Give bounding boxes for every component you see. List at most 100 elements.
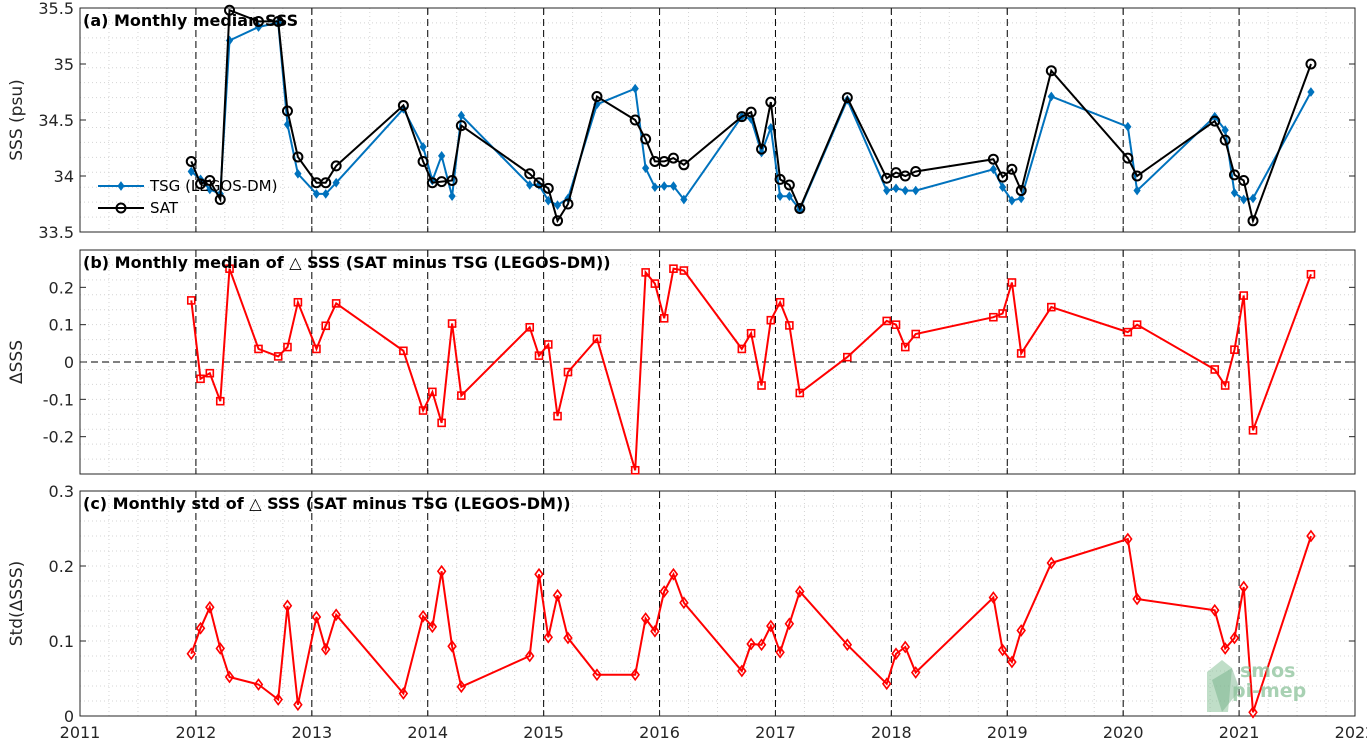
data-point xyxy=(592,334,602,344)
data-point xyxy=(448,191,456,201)
x-tick-label: 2022 xyxy=(1335,723,1367,742)
data-point xyxy=(1007,655,1017,669)
data-point xyxy=(679,596,689,610)
data-point xyxy=(215,396,225,406)
data-point xyxy=(912,185,920,196)
panel-1: 33.5 34 34.5 35 35.5 SSS (psu) (a) Monthly med… xyxy=(7,0,1356,242)
data-point xyxy=(524,168,536,180)
data-point xyxy=(534,567,544,581)
legend-marker xyxy=(117,181,125,191)
data-point xyxy=(563,631,573,645)
y-tick-label: -0.2 xyxy=(43,428,74,447)
data-point xyxy=(678,159,690,171)
data-point xyxy=(224,670,235,684)
data-point xyxy=(842,638,853,652)
data-point xyxy=(766,315,776,325)
legend-marker xyxy=(115,202,127,214)
data-point xyxy=(667,152,679,164)
data-point xyxy=(312,189,321,199)
data-point xyxy=(447,319,457,328)
data-point xyxy=(766,619,776,633)
x-tick-label: 2011 xyxy=(60,723,101,742)
y-tick-label: 0.2 xyxy=(49,557,74,576)
data-point xyxy=(651,182,659,193)
data-point xyxy=(1006,163,1018,175)
data-point xyxy=(1047,91,1055,102)
data-point xyxy=(989,312,998,322)
data-point xyxy=(794,202,806,214)
data-point xyxy=(679,266,689,275)
series-sat xyxy=(185,4,1317,227)
data-point xyxy=(640,612,651,625)
data-point xyxy=(205,600,215,614)
series-1 xyxy=(186,264,1316,475)
y-tick-label: 0 xyxy=(64,353,74,372)
x-tick-label: 2013 xyxy=(291,723,332,742)
data-point xyxy=(292,151,304,163)
data-point xyxy=(1248,705,1258,719)
data-point xyxy=(890,167,902,179)
series-line xyxy=(190,267,1312,471)
y-axis-label: SSS (psu) xyxy=(7,79,27,160)
data-point xyxy=(891,320,901,329)
data-point xyxy=(1306,269,1316,279)
y-tick-label: 0.1 xyxy=(49,316,74,335)
y-tick-label: 0.3 xyxy=(49,482,74,501)
data-point xyxy=(900,342,910,352)
x-tick-label: 2012 xyxy=(176,723,217,742)
data-point xyxy=(629,114,641,126)
data-point xyxy=(1220,381,1230,390)
data-point xyxy=(650,624,660,638)
x-tick-label: 2014 xyxy=(407,723,448,742)
data-point xyxy=(1046,556,1057,570)
data-point xyxy=(1131,170,1143,182)
data-point xyxy=(1045,65,1057,77)
data-point xyxy=(320,642,331,656)
data-point xyxy=(563,367,573,377)
data-point xyxy=(841,92,853,104)
data-point xyxy=(525,322,535,332)
data-point xyxy=(456,680,467,694)
data-point xyxy=(254,344,263,354)
axes-box xyxy=(79,490,1356,717)
data-point xyxy=(765,96,777,108)
data-point xyxy=(437,418,446,428)
data-point xyxy=(281,105,293,117)
data-point xyxy=(746,328,756,338)
data-point xyxy=(757,381,766,390)
data-point xyxy=(273,352,283,361)
data-point xyxy=(630,465,640,475)
data-point xyxy=(331,608,341,622)
data-point xyxy=(436,564,447,578)
y-tick-label: 35.5 xyxy=(38,0,74,18)
data-point xyxy=(892,183,900,194)
x-tick-label: 2015 xyxy=(523,723,564,742)
data-point xyxy=(1306,529,1316,543)
data-point xyxy=(320,177,332,189)
data-point xyxy=(398,687,409,700)
data-point xyxy=(1123,532,1133,546)
data-point xyxy=(1239,291,1249,300)
data-point xyxy=(331,299,341,308)
data-point xyxy=(910,166,922,178)
data-point xyxy=(901,185,909,196)
data-point xyxy=(891,647,901,661)
data-point xyxy=(273,693,283,706)
data-point xyxy=(1133,185,1141,196)
data-point xyxy=(1305,58,1317,70)
data-point xyxy=(746,637,756,651)
data-point xyxy=(311,610,322,624)
data-point xyxy=(997,643,1008,657)
data-point xyxy=(1220,642,1230,655)
data-point xyxy=(562,198,574,210)
data-point xyxy=(282,599,293,613)
data-point xyxy=(998,309,1007,318)
data-point xyxy=(552,588,563,602)
data-point xyxy=(418,609,428,623)
data-point xyxy=(195,178,207,190)
data-point xyxy=(999,182,1007,193)
watermark-line1: smos xyxy=(1240,660,1295,682)
watermark-line2: pi-mep xyxy=(1232,680,1306,702)
y-tick-label: 34.5 xyxy=(38,111,74,130)
data-point xyxy=(1210,365,1220,374)
